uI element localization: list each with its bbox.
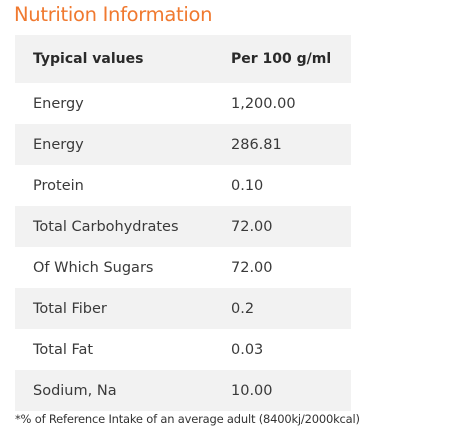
nutrient-value: 0.03 (231, 341, 264, 358)
nutrient-value: 0.10 (231, 177, 264, 194)
page-title: Nutrition Information (14, 3, 213, 26)
nutrient-name: Energy (33, 95, 84, 112)
table-row: Total Fiber 0.2 (15, 288, 351, 329)
table-row: Energy 286.81 (15, 124, 351, 165)
nutrient-value: 72.00 (231, 218, 273, 235)
nutrient-name: Sodium, Na (33, 382, 117, 399)
table-row: Protein 0.10 (15, 165, 351, 206)
table-row: Of Which Sugars 72.00 (15, 247, 351, 288)
nutrient-name: Total Carbohydrates (33, 218, 179, 235)
table-row: Energy 1,200.00 (15, 83, 351, 124)
table-row: Sodium, Na 10.00 (15, 370, 351, 411)
nutrient-value: 72.00 (231, 259, 273, 276)
nutrition-table: Typical values Per 100 g/ml Energy 1,200… (15, 35, 351, 411)
nutrient-value: 1,200.00 (231, 95, 296, 112)
reference-intake-footnote: *% of Reference Intake of an average adu… (15, 412, 360, 426)
nutrient-value: 0.2 (231, 300, 255, 317)
table-header-row: Typical values Per 100 g/ml (15, 35, 351, 83)
nutrient-value: 286.81 (231, 136, 282, 153)
nutrient-name: Total Fat (33, 341, 94, 358)
table-row: Total Fat 0.03 (15, 329, 351, 370)
nutrient-name: Total Fiber (33, 300, 107, 317)
column-header-typical-values: Typical values (33, 51, 144, 67)
column-header-per-100: Per 100 g/ml (231, 51, 332, 67)
nutrient-name: Protein (33, 177, 84, 194)
nutrient-name: Energy (33, 136, 84, 153)
nutrient-name: Of Which Sugars (33, 259, 154, 276)
nutrient-value: 10.00 (231, 382, 273, 399)
table-row: Total Carbohydrates 72.00 (15, 206, 351, 247)
